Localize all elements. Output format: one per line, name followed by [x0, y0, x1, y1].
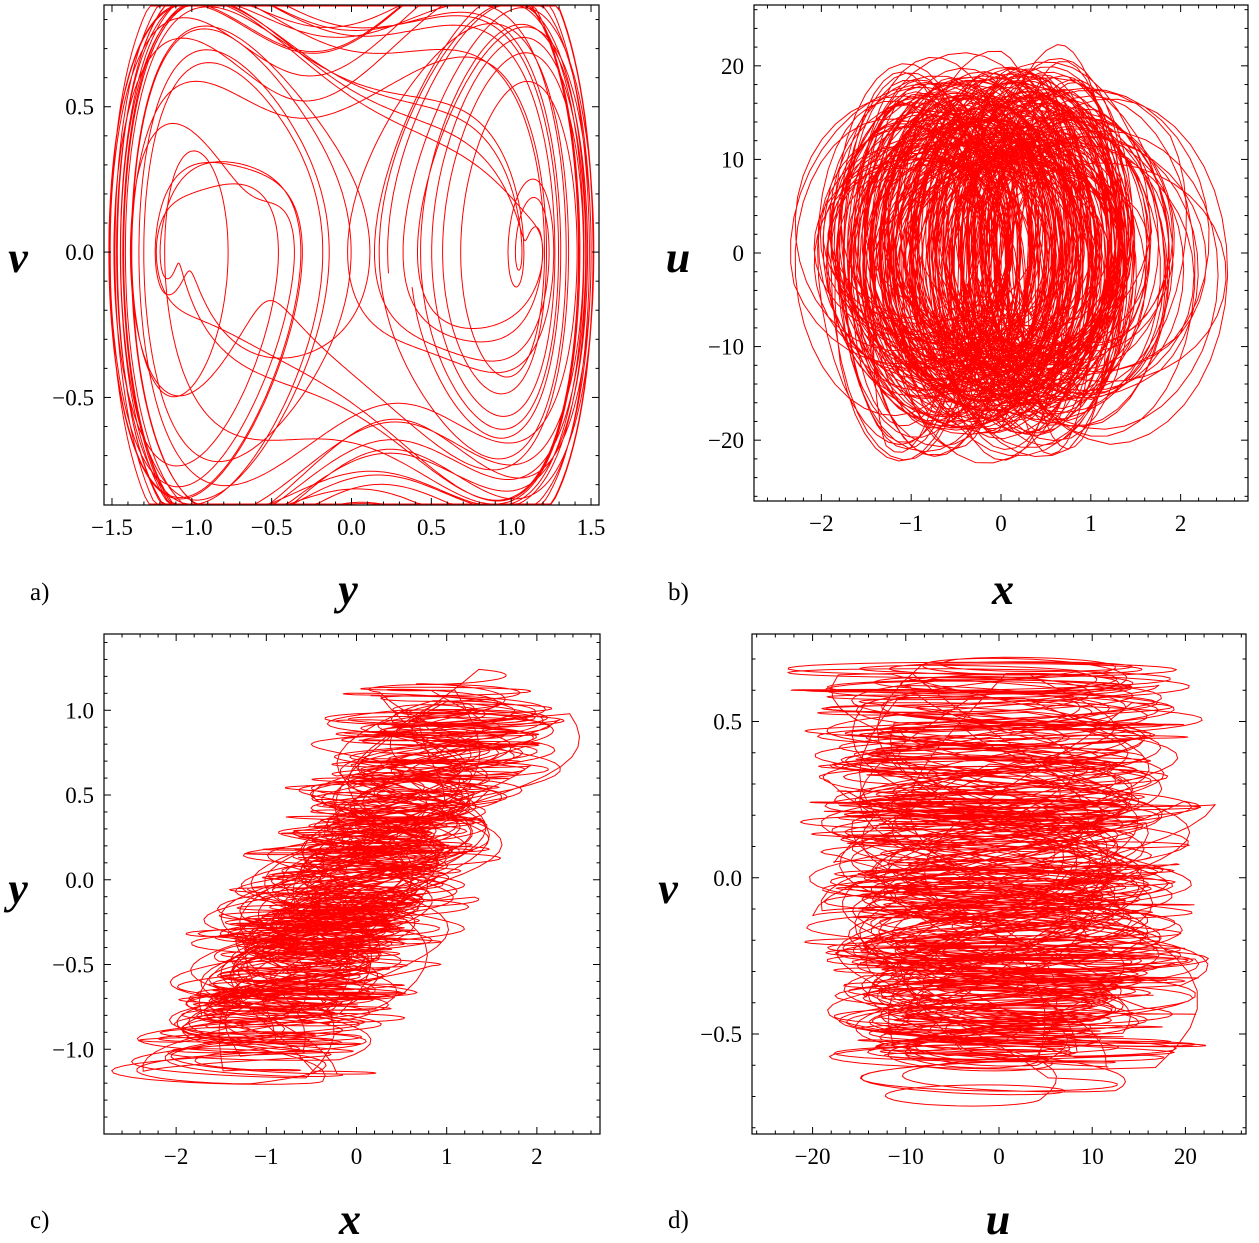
x-tick-label: 0.5	[417, 515, 446, 540]
x-tick-label: 1.0	[497, 515, 526, 540]
y-tick-label: 0.5	[65, 95, 94, 120]
x-tick-label: −0.5	[251, 515, 293, 540]
tick-marks	[103, 634, 600, 1135]
trajectory-d	[787, 656, 1216, 1107]
x-tick-label: −20	[795, 1144, 831, 1169]
x-tick-label: −1	[254, 1144, 278, 1169]
panel-label: a)	[30, 579, 49, 606]
y-tick-label: −0.5	[52, 385, 94, 410]
y-tick-label: 0.5	[65, 783, 94, 808]
plot-frame	[103, 633, 601, 1135]
x-tick-label: −2	[164, 1144, 188, 1169]
x-axis-title: x	[991, 565, 1014, 614]
x-tick-label: −2	[809, 511, 833, 536]
x-tick-label: 0	[995, 511, 1007, 536]
y-tick-label: 0.5	[713, 710, 742, 735]
x-tick-label: 20	[1174, 1144, 1197, 1169]
x-axis-title: y	[333, 565, 358, 614]
trajectory-b	[790, 44, 1229, 464]
y-tick-label: −20	[708, 428, 744, 453]
y-tick-label: −0.5	[52, 953, 94, 978]
y-axis-title: y	[3, 864, 28, 913]
tick-marks	[752, 634, 1246, 1134]
y-axis-title: u	[666, 233, 690, 282]
y-tick-label: 10	[721, 147, 744, 172]
y-tick-label: −10	[708, 335, 744, 360]
y-axis-title: v	[658, 864, 678, 913]
y-tick-label: 0.0	[65, 868, 94, 893]
panel-label: c)	[30, 1207, 49, 1234]
x-tick-label: 10	[1081, 1144, 1104, 1169]
y-tick-label: −1.0	[52, 1037, 94, 1062]
trajectory-c	[111, 668, 580, 1085]
y-tick-label: 0.0	[65, 240, 94, 265]
y-tick-label: −0.5	[700, 1022, 742, 1047]
x-tick-label: 2	[1175, 511, 1187, 536]
x-tick-label: −1	[899, 511, 923, 536]
x-axis-title: u	[986, 1195, 1010, 1243]
x-tick-label: 0	[993, 1144, 1005, 1169]
x-tick-label: −1.5	[91, 515, 133, 540]
trajectory-a	[108, 5, 595, 505]
tick-marks	[754, 5, 1248, 501]
x-tick-label: 0.0	[337, 515, 366, 540]
x-tick-label: −10	[888, 1144, 924, 1169]
x-tick-label: 0	[351, 1144, 363, 1169]
y-tick-label: 0	[733, 241, 745, 266]
x-tick-label: 2	[531, 1144, 543, 1169]
x-tick-label: 1	[1085, 511, 1097, 536]
y-tick-label: 0.0	[713, 866, 742, 891]
panel-c: x y c) −2 −1 0 1 2 −1.0 −0.5 0.0 0.5 1.0	[3, 633, 601, 1243]
tick-marks	[104, 5, 599, 505]
panel-a: y v a) −1.5 −1.0 −0.5 0.0 0.5 1.0 1.5 −0.5 0.0 0.…	[8, 4, 606, 614]
x-tick-label: 1	[441, 1144, 453, 1169]
panel-label: d)	[668, 1207, 689, 1234]
y-axis-title: v	[8, 233, 28, 282]
x-axis-title: x	[338, 1195, 361, 1243]
panel-d: u v d) −20 −10 0 10 20 −0.5 0.0 0.5	[658, 633, 1247, 1243]
y-tick-label: 20	[721, 54, 744, 79]
y-tick-label: 1.0	[65, 698, 94, 723]
panel-label: b)	[668, 579, 689, 606]
x-tick-label: 1.5	[577, 515, 606, 540]
x-tick-label: −1.0	[171, 515, 213, 540]
